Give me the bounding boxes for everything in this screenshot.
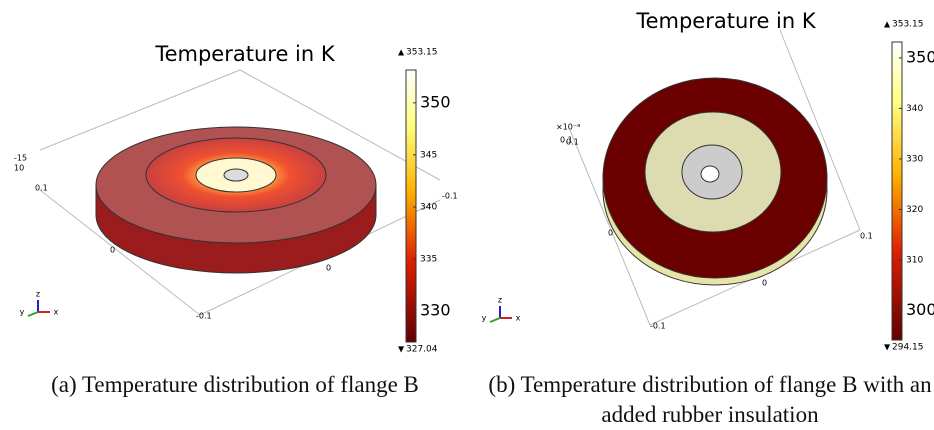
triad-label: x — [516, 314, 521, 323]
colorbar-tick-label: 350 — [906, 47, 934, 66]
colorbar-min-icon: ▼ — [884, 343, 891, 352]
colorbar-tick-label: 330 — [906, 154, 923, 164]
panel-title: Temperature in K — [635, 9, 817, 33]
colorbar-min-icon: ▼ — [398, 345, 405, 354]
axis-label: 0 — [110, 246, 115, 255]
colorbar-max: 353.15 — [406, 48, 438, 58]
triad-label: y — [482, 314, 487, 323]
page: Temperature in K▲353.15▼327.043503303453… — [0, 0, 934, 430]
panel-a-drawing — [40, 70, 440, 315]
axis-label: 0 — [762, 279, 767, 288]
figure: Temperature in K▲353.15▼327.043503303453… — [0, 0, 934, 370]
colorbar-max-icon: ▲ — [884, 20, 891, 29]
colorbar-tick-label: 300 — [906, 300, 934, 319]
triad-y — [28, 312, 38, 316]
panel-title: Temperature in K — [154, 42, 336, 66]
axis-label: 0 — [608, 229, 613, 238]
triad-y — [490, 318, 500, 322]
colorbar — [406, 70, 416, 342]
triad-label: y — [20, 308, 25, 317]
axis-label: 10 — [14, 164, 24, 173]
triad-label: z — [36, 290, 40, 299]
caption-text: (b) Temperature distribution of flange B… — [470, 370, 934, 430]
axis-label: 0.1 — [860, 232, 873, 241]
colorbar-tick-label: 340 — [420, 202, 437, 212]
colorbar-tick-label: 330 — [420, 301, 451, 320]
axis-label: -0.1 — [196, 312, 212, 321]
caption: (a) Temperature distribution of flange B — [2, 370, 468, 400]
triad-label: z — [498, 296, 502, 305]
colorbar-min: 294.15 — [892, 343, 924, 353]
axis-label: 0.1 — [35, 184, 48, 193]
axis-label: 0.1 — [560, 136, 573, 145]
axis-label: -0.1 — [650, 322, 666, 331]
colorbar-tick-label: 310 — [906, 255, 923, 265]
triad-label: x — [54, 308, 59, 317]
axis-label: 0 — [326, 264, 331, 273]
axis-label: ×10⁻⁸ — [556, 123, 580, 132]
colorbar-tick-label: 345 — [420, 150, 437, 160]
colorbar-min: 327.04 — [406, 345, 438, 355]
panel-b-drawing — [570, 30, 860, 325]
colorbar-tick-label: 320 — [906, 205, 923, 215]
colorbar-max: 353.15 — [892, 20, 924, 30]
axis-label: -15 — [14, 154, 27, 163]
colorbar-tick-label: 340 — [906, 104, 923, 114]
axis-label: -0.1 — [442, 192, 458, 201]
colorbar-tick-label: 350 — [420, 92, 451, 111]
caption: (b) Temperature distribution of flange B… — [470, 370, 934, 430]
colorbar — [892, 42, 902, 340]
colorbar-tick-label: 335 — [420, 255, 437, 265]
colorbar-max-icon: ▲ — [398, 48, 405, 57]
